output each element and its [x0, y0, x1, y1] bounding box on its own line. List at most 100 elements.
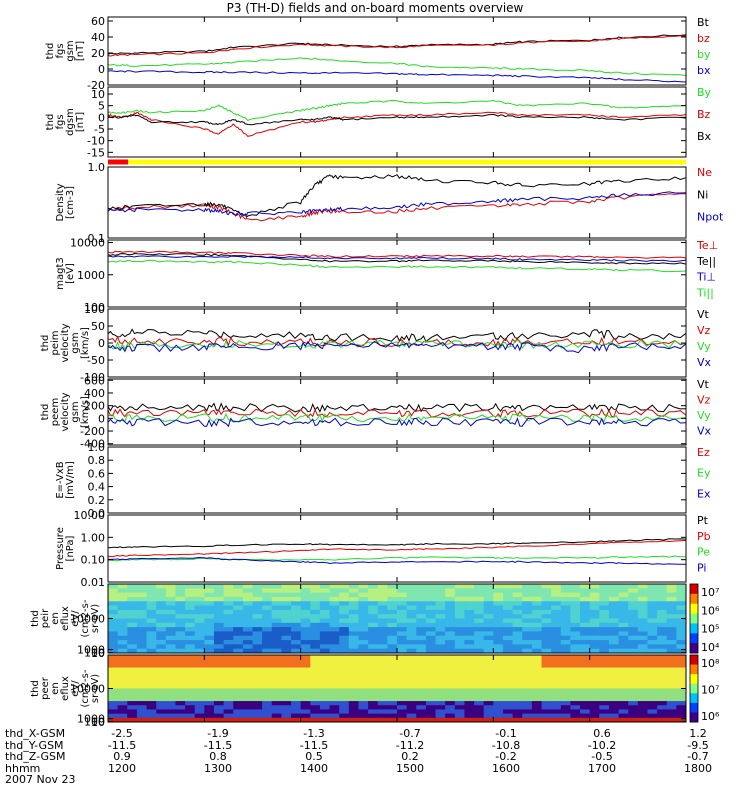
- footer-value: -0.7: [399, 727, 421, 740]
- heatmap-cell-10-4-8: [185, 671, 196, 677]
- heatmap-cell-9-2-45: [541, 592, 552, 598]
- heatmap-cell-10-1-33: [425, 659, 437, 664]
- heatmap-cell-10-2-25: [348, 663, 359, 669]
- heatmap-cell-10-6-5: [156, 680, 167, 685]
- heatmap-cell-10-5-56: [647, 675, 658, 681]
- heatmap-cell-9-13-27: [368, 640, 379, 645]
- heatmap-cell-9-15-32: [416, 648, 427, 654]
- heatmap-cell-9-1-0: [108, 588, 119, 594]
- ylabel-line-5-1: peim: [50, 330, 61, 355]
- heatmap-cell-10-6-44: [531, 680, 542, 685]
- heatmap-cell-10-7-20: [300, 684, 311, 689]
- heatmap-cell-9-15-29: [387, 648, 398, 654]
- heatmap-cell-9-3-7: [175, 596, 186, 602]
- heatmap-cell-10-12-44: [531, 705, 542, 710]
- heatmap-cell-10-14-45: [541, 713, 552, 719]
- heatmap-cell-10-14-28: [377, 713, 388, 719]
- heatmap-cell-10-6-52: [608, 680, 620, 685]
- heatmap-cell-9-7-2: [127, 614, 138, 619]
- series-line-6-Vy: [107, 412, 687, 423]
- heatmap-cell-9-12-5: [156, 635, 167, 641]
- heatmap-cell-10-14-59: [676, 713, 687, 719]
- heatmap-cell-10-13-1: [117, 709, 128, 715]
- heatmap-cell-9-11-50: [589, 631, 600, 637]
- heatmap-cell-10-5-36: [454, 675, 465, 681]
- heatmap-cell-9-12-3: [136, 635, 148, 641]
- ytick-label-2-1: 5: [98, 100, 105, 113]
- heatmap-cell-10-1-0: [108, 659, 119, 664]
- heatmap-cell-10-11-8: [185, 701, 196, 706]
- heatmap-cell-10-10-11: [213, 696, 225, 702]
- heatmap-cell-10-10-15: [252, 696, 263, 702]
- panel-frame-7: [107, 446, 687, 514]
- heatmap-cell-9-11-34: [435, 631, 446, 637]
- heatmap-cell-10-4-35: [445, 671, 456, 677]
- heatmap-cell-10-8-37: [464, 688, 475, 694]
- heatmap-cell-10-13-48: [570, 709, 581, 715]
- heatmap-cell-9-7-30: [397, 614, 408, 619]
- heatmap-cell-9-7-18: [281, 614, 292, 619]
- heatmap-cell-10-6-20: [300, 680, 311, 685]
- heatmap-cell-9-15-17: [271, 648, 282, 654]
- heatmap-cell-10-12-34: [435, 705, 446, 710]
- heatmap-cell-9-14-53: [618, 644, 629, 650]
- heatmap-cell-10-8-48: [570, 688, 581, 694]
- heatmap-cell-10-13-41: [502, 709, 514, 715]
- heatmap-cell-10-15-20: [300, 717, 311, 723]
- heatmap-cell-10-5-57: [657, 675, 668, 681]
- heatmap-cell-10-12-51: [599, 705, 610, 710]
- heatmap-cell-9-7-21: [310, 614, 321, 619]
- heatmap-cell-9-1-12: [223, 588, 234, 594]
- heatmap-cell-9-11-54: [628, 631, 639, 637]
- heatmap-cell-10-15-19: [291, 717, 302, 723]
- heatmap-cell-10-0-10: [204, 655, 215, 660]
- heatmap-cell-10-7-55: [637, 684, 648, 689]
- heatmap-cell-10-13-25: [348, 709, 359, 715]
- heatmap-cell-10-11-19: [291, 701, 302, 706]
- heatmap-cell-9-3-0: [108, 596, 119, 602]
- heatmap-cell-9-3-5: [156, 596, 167, 602]
- heatmap-cell-9-15-50: [589, 648, 600, 654]
- heatmap-cell-10-9-54: [628, 692, 639, 698]
- heatmap-cell-10-4-0: [108, 671, 119, 677]
- heatmap-cell-10-11-40: [493, 701, 504, 706]
- heatmap-cell-9-0-16: [262, 584, 273, 589]
- heatmap-cell-9-7-44: [531, 614, 542, 619]
- heatmap-cell-9-0-10: [204, 584, 215, 589]
- heatmap-cell-10-6-55: [637, 680, 648, 685]
- heatmap-cell-9-15-28: [377, 648, 388, 654]
- heatmap-cell-9-5-34: [435, 605, 446, 611]
- heatmap-cell-10-9-12: [223, 692, 234, 698]
- heatmap-cell-10-10-16: [262, 696, 273, 702]
- heatmap-cell-10-8-58: [666, 688, 677, 694]
- heatmap-cell-10-11-38: [474, 701, 485, 706]
- heatmap-cell-9-14-15: [252, 644, 263, 650]
- heatmap-cell-9-15-22: [319, 648, 331, 654]
- heatmap-cell-10-3-53: [618, 667, 629, 673]
- heatmap-cell-10-8-10: [204, 688, 215, 694]
- ylabel-line-7-0: E=-VxB: [55, 461, 66, 498]
- heatmap-cell-9-14-43: [522, 644, 533, 650]
- heatmap-cell-10-1-51: [599, 659, 610, 664]
- heatmap-cell-9-9-33: [425, 622, 437, 628]
- legend-entry-8-1: Pb: [697, 530, 711, 543]
- legend-entry-1-1: bz: [697, 32, 710, 45]
- heatmap-cell-10-6-59: [676, 680, 687, 685]
- heatmap-cell-10-8-35: [445, 688, 456, 694]
- heatmap-cell-10-8-21: [310, 688, 321, 694]
- heatmap-cell-10-1-41: [502, 659, 514, 664]
- heatmap-cell-9-10-17: [271, 627, 282, 632]
- heatmap-cell-10-13-21: [310, 709, 321, 715]
- footer-value: -1.9: [207, 727, 229, 740]
- legend-entry-7-2: Ex: [697, 487, 711, 500]
- ylabel-line-6-3: gsm: [70, 401, 81, 422]
- heatmap-cell-10-10-27: [368, 696, 379, 702]
- heatmap-cell-10-14-46: [551, 713, 562, 719]
- heatmap-cell-10-15-42: [512, 717, 523, 723]
- heatmap-cell-9-9-48: [570, 622, 581, 628]
- heatmap-cell-9-2-10: [204, 592, 215, 598]
- heatmap-cell-10-5-12: [223, 675, 234, 681]
- heatmap-cell-10-12-2: [127, 705, 138, 710]
- heatmap-cell-10-11-36: [454, 701, 465, 706]
